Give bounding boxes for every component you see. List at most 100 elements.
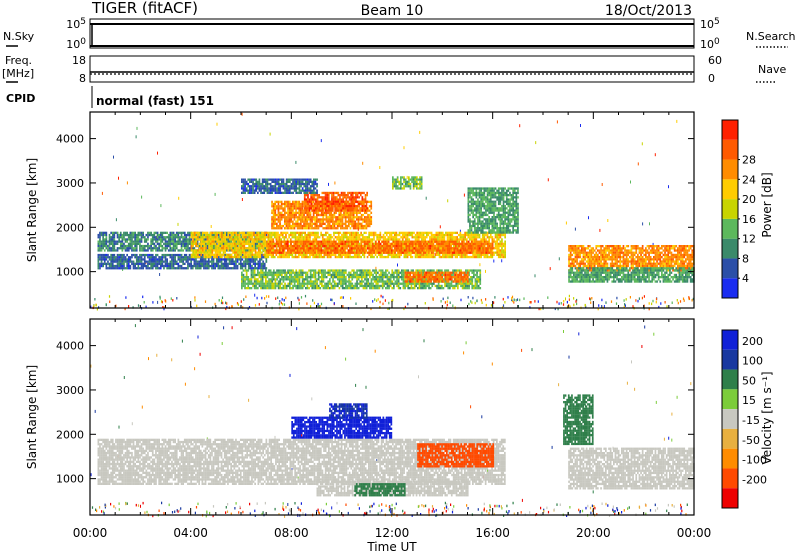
power-cell — [291, 231, 294, 234]
power-cell — [335, 211, 337, 214]
power-cell — [241, 231, 244, 234]
power-cell — [293, 236, 295, 239]
power-cell — [248, 251, 250, 254]
power-cell — [435, 240, 438, 243]
power-cell — [103, 258, 106, 261]
power-cell — [97, 236, 100, 239]
power-cell — [387, 242, 390, 245]
power-cell — [377, 238, 380, 241]
power-cell — [497, 244, 500, 248]
power-cell — [248, 255, 250, 259]
power-cell — [392, 242, 394, 245]
power-noise-cell — [470, 300, 472, 303]
power-cell — [486, 233, 489, 237]
power-cell — [353, 255, 356, 259]
power-cell — [131, 253, 133, 257]
power-cell — [99, 258, 101, 261]
power-cell — [257, 267, 260, 270]
power-cell — [264, 251, 266, 254]
power-cell — [171, 253, 173, 257]
power-cell — [391, 249, 393, 252]
power-cell — [341, 238, 343, 241]
power-cell — [415, 242, 417, 246]
power-cell — [490, 242, 492, 246]
power-cell — [187, 238, 189, 241]
power-cell — [382, 238, 385, 241]
power-cell — [248, 253, 250, 256]
power-cell — [307, 244, 310, 248]
power-cell — [253, 242, 255, 245]
power-cell — [277, 249, 280, 252]
power-cell — [344, 227, 347, 230]
power-cell — [327, 224, 329, 228]
power-cell — [326, 244, 329, 248]
power-cell — [442, 240, 444, 243]
power-cell — [374, 251, 377, 254]
power-cell — [239, 258, 242, 261]
power-cell — [266, 251, 268, 254]
power-noise-cell — [641, 296, 643, 300]
power-cell — [442, 242, 444, 246]
power-cell — [456, 238, 458, 241]
power-cell — [373, 251, 376, 254]
power-cell — [215, 258, 218, 261]
power-cell — [279, 200, 281, 203]
power-cell — [406, 236, 409, 239]
power-cell — [360, 249, 362, 252]
power-cell — [282, 216, 285, 219]
power-cell — [156, 249, 159, 252]
power-cell — [319, 242, 321, 246]
power-cell — [187, 267, 189, 270]
power-cell — [203, 253, 206, 256]
power-cell — [235, 233, 238, 237]
power-cell — [244, 260, 247, 263]
power-noise-cell — [476, 299, 478, 303]
power-cell — [333, 220, 336, 223]
power-noise-cell — [161, 300, 163, 304]
power-cell — [135, 236, 138, 239]
power-cell — [215, 262, 218, 265]
power-cell — [497, 253, 500, 256]
power-cell — [293, 255, 295, 259]
power-cell — [490, 249, 492, 252]
power-cell — [121, 244, 124, 248]
power-cell — [262, 262, 264, 265]
power-cell — [249, 240, 252, 243]
power-cell — [371, 245, 374, 248]
power-noise-cell — [511, 295, 514, 299]
power-cell — [469, 255, 471, 259]
power-cell — [348, 216, 350, 219]
power-cell — [143, 240, 146, 243]
power-cell — [254, 231, 256, 234]
power-cell — [203, 233, 205, 237]
power-cell — [287, 245, 289, 248]
power-cell — [293, 227, 296, 230]
power-cell — [361, 238, 364, 241]
power-cell — [134, 247, 136, 250]
power-cell — [248, 244, 250, 248]
power-cell — [174, 260, 176, 263]
power-cell — [265, 233, 268, 237]
power-cell — [491, 238, 494, 241]
power-cell — [185, 260, 188, 263]
power-cell — [192, 231, 194, 234]
power-cell — [223, 262, 226, 265]
power-cell — [237, 240, 239, 243]
power-noise-cell — [517, 305, 519, 308]
power-cell — [219, 244, 221, 248]
power-cell — [108, 249, 111, 252]
power-cell — [345, 242, 348, 245]
power-cell — [275, 247, 278, 250]
power-cell — [123, 264, 125, 268]
power-cell — [312, 253, 314, 256]
power-cell — [211, 253, 214, 256]
power-cell — [457, 233, 460, 237]
power-cell — [378, 251, 380, 254]
power-cell — [333, 231, 335, 234]
power-cell — [378, 249, 380, 252]
power-cell — [319, 220, 321, 223]
power-cell — [496, 240, 498, 243]
power-cell — [357, 253, 359, 256]
power-cell — [403, 244, 406, 248]
power-cell — [472, 240, 474, 243]
